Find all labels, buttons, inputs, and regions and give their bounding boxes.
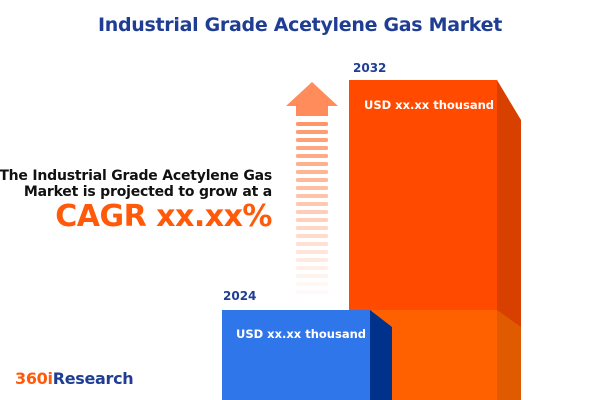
arrow-stripe [296,266,328,270]
arrow-stripe [296,130,328,134]
arrow-stripe [296,194,328,198]
arrow-stripe [296,202,328,206]
arrow-stripe [296,178,328,182]
arrow-stripe [296,282,328,286]
bar-value-2032: USD xx.xx thousand [364,98,495,112]
growth-arrow-icon [286,82,338,294]
arrow-stripe [296,154,328,158]
arrow-stripe [296,162,328,166]
arrow-stripe [296,170,328,174]
arrow-stripe [296,210,328,214]
lead-text: The Industrial Grade Acetylene Gas Marke… [0,168,272,200]
arrow-stripe [296,274,328,278]
arrow-stripe [296,250,328,254]
bar-value-2024: USD xx.xx thousand [236,327,367,341]
arrow-stripe [296,138,328,142]
arrow-stripe [296,186,328,190]
logo-part-2: Research [52,369,134,388]
arrow-stripe [296,218,328,222]
arrow-stripe [296,146,328,150]
arrow-stripe [296,122,328,126]
year-label-2032: 2032 [353,61,387,75]
year-label-2024: 2024 [223,289,257,303]
logo-part-1: 360i [15,369,53,388]
arrow-stripe [296,242,328,246]
cagr-value: CAGR xx.xx% [55,199,272,234]
bar-2024 [222,310,392,400]
arrow-stripe [296,258,328,262]
arrow-stripe [296,234,328,238]
arrow-stripe [296,290,328,294]
arrow-stripe [296,226,328,230]
chart-title: Industrial Grade Acetylene Gas Market [97,14,502,36]
logo: 360iResearch [15,369,134,388]
